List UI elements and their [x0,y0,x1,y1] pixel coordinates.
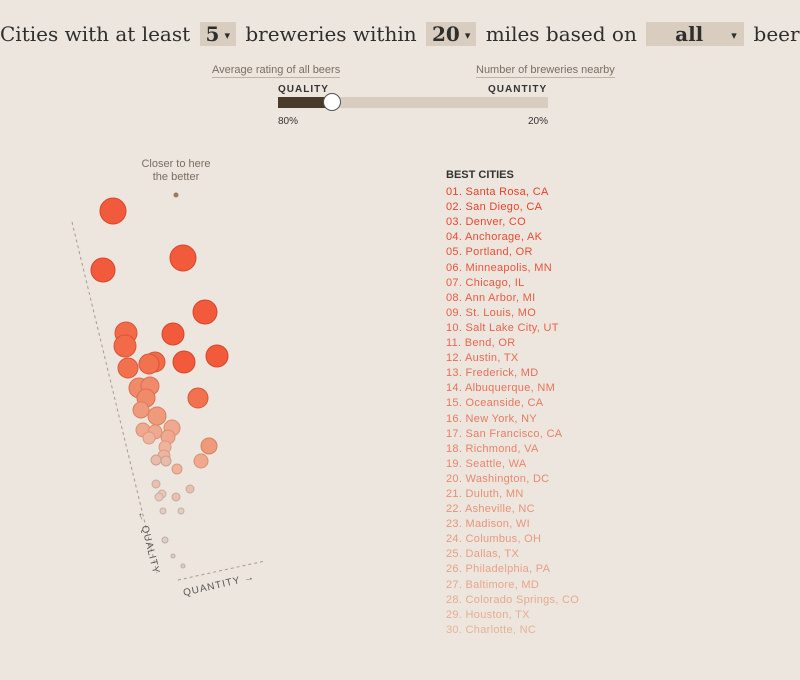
bubble[interactable] [169,244,197,272]
quantity-axis [177,560,266,581]
bubble[interactable] [147,406,167,426]
bubble[interactable] [200,437,218,455]
city-item[interactable]: 07. Chicago, IL [446,276,525,289]
y-axis-label: ← QUALITY [135,510,161,575]
miles-select[interactable]: 20 [425,22,477,46]
right-note: Number of breweries nearby [476,64,615,78]
bubble[interactable] [171,463,183,475]
left-note: Average rating of all beers [212,64,341,78]
city-item[interactable]: 14. Albuquerque, NM [446,382,556,395]
city-item[interactable]: 01. Santa Rosa, CA [446,186,549,199]
bubble[interactable] [154,492,164,502]
bubbles [90,197,229,569]
bubble[interactable] [113,334,137,358]
slider-fill [278,97,332,108]
bubble[interactable] [90,257,116,283]
target-dot [173,192,179,198]
bubble[interactable] [160,455,172,467]
plot: Closer to here the better ← QUALITY QUAN… [71,158,266,599]
city-item[interactable]: 19. Seattle, WA [446,457,527,470]
city-item[interactable]: 21. Duluth, MN [446,487,524,500]
bubble[interactable] [205,344,229,368]
bubble[interactable] [138,353,160,375]
bubble[interactable] [177,507,185,515]
bubble[interactable] [170,553,176,559]
bubble[interactable] [151,479,161,489]
bubble[interactable] [159,507,167,515]
beers-select[interactable]: all [646,22,745,46]
bubble[interactable] [161,536,169,544]
city-item[interactable]: 24. Columbus, OH [446,533,542,546]
city-item[interactable]: 10. Salt Lake City, UT [446,321,559,334]
city-item[interactable]: 05. Portland, OR [446,246,533,259]
city-item[interactable]: 16. New York, NY [446,412,538,425]
list-title: BEST CITIES [446,169,514,181]
city-item[interactable]: 30. Charlotte, NC [446,623,537,636]
bubble[interactable] [142,431,156,445]
bubble[interactable] [193,453,209,469]
city-item[interactable]: 04. Anchorage, AK [446,231,543,244]
city-item[interactable]: 13. Frederick, MD [446,367,539,380]
city-item[interactable]: 03. Denver, CO [446,216,527,229]
bubble[interactable] [161,322,185,346]
city-item[interactable]: 18. Richmond, VA [446,442,539,455]
prefix: Cities with at least [0,22,191,46]
city-item[interactable]: 22. Asheville, NC [446,503,535,516]
x-axis-label: QUANTITY → [182,572,256,599]
city-item[interactable]: 11. Bend, OR [446,337,516,350]
left-label: QUALITY [278,84,329,95]
city-item[interactable]: 02. San Diego, CA [446,201,543,214]
suffix: beers. [753,22,800,46]
header: Cities with at least 5 breweries within … [0,22,800,46]
city-item[interactable]: 09. St. Louis, MO [446,306,537,319]
city-item[interactable]: 20. Washington, DC [446,472,550,485]
bubble[interactable] [185,484,195,494]
city-item[interactable]: 12. Austin, TX [446,352,519,365]
bubble[interactable] [99,197,127,225]
city-item[interactable]: 23. Madison, WI [446,518,530,531]
bubble[interactable] [117,357,139,379]
quality-axis [71,221,158,574]
city-item[interactable]: 17. San Francisco, CA [446,427,563,440]
middle: breweries within [245,22,417,46]
annotation: the better [153,171,200,183]
right-value: 20% [528,116,549,127]
slider[interactable] [278,93,548,111]
miles-text: miles based on [485,22,637,46]
beers-value: all [675,22,704,46]
city-item[interactable]: 06. Minneapolis, MN [446,261,552,274]
annotation: Closer to here [141,158,210,170]
bubble[interactable] [180,563,186,569]
bubble[interactable] [192,299,218,325]
city-list: BEST CITIES 01. Santa Rosa, CA 02. San Di… [446,168,579,638]
slider-knob[interactable] [323,93,341,111]
breweries-select[interactable]: 5 [199,22,236,46]
city-item[interactable]: 25. Dallas, TX [446,548,520,561]
left-value: 80% [278,116,299,127]
right-label: QUANTITY [488,84,548,95]
bubble[interactable] [150,454,162,466]
city-item[interactable]: 26. Philadelphia, PA [446,563,551,576]
bubble[interactable] [172,350,196,374]
city-item[interactable]: 29. Houston, TX [446,608,530,621]
bubble[interactable] [187,387,209,409]
city-item[interactable]: 27. Baltimore, MD [446,578,540,591]
city-item[interactable]: 28. Colorado Springs, CO [446,593,580,606]
bubble[interactable] [171,492,181,502]
city-item[interactable]: 15. Oceanside, CA [446,397,544,410]
city-item[interactable]: 08. Ann Arbor, MI [446,291,536,304]
bubble[interactable] [132,401,150,419]
